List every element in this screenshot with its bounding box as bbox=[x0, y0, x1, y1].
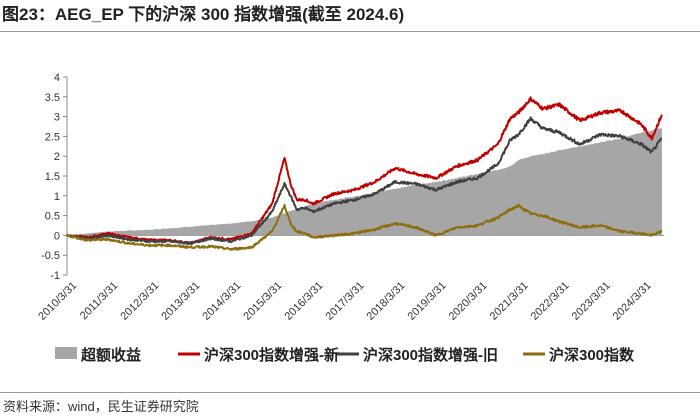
legend-label: 沪深300指数增强-新 bbox=[204, 346, 339, 364]
x-tick-label: 2016/3/31 bbox=[282, 280, 325, 323]
y-tick-label: 0.5 bbox=[45, 211, 60, 223]
x-tick-label: 2017/3/31 bbox=[324, 280, 367, 323]
series-line-enhanced-new bbox=[66, 96, 663, 245]
series-line-enhanced-old bbox=[66, 116, 663, 246]
chart-legend: 超额收益 沪深300指数增强-新 沪深300指数增强-旧 沪深300指数 bbox=[55, 346, 635, 364]
x-tick-label: 2023/3/31 bbox=[570, 280, 613, 323]
source-note: 资料来源：wind，民生证券研究院 bbox=[3, 399, 199, 414]
y-tick-label: -0.5 bbox=[41, 250, 60, 262]
x-tick-label: 2013/3/31 bbox=[159, 280, 202, 323]
series-area-excess bbox=[67, 127, 662, 236]
x-tick-label: 2018/3/31 bbox=[365, 280, 408, 323]
legend-label: 超额收益 bbox=[80, 346, 141, 364]
legend-swatch bbox=[55, 347, 77, 359]
chart: -1 -0.5 0 0.5 1 1.5 2 2.5 3 3.5 4 2010/3/312011/3/3… bbox=[36, 72, 664, 364]
footer-divider bbox=[0, 392, 700, 393]
chart-plot-area bbox=[66, 96, 663, 251]
x-tick-label: 2020/3/31 bbox=[447, 280, 490, 323]
y-tick-label: 3 bbox=[54, 112, 60, 124]
x-tick-label: 2022/3/31 bbox=[529, 280, 572, 323]
title-divider bbox=[0, 31, 700, 32]
y-tick-label: 3.5 bbox=[45, 92, 60, 104]
series-line-index bbox=[66, 203, 663, 251]
legend-item-enhanced-old: 沪深300指数增强-旧 bbox=[337, 346, 498, 364]
y-tick-label: -1 bbox=[50, 270, 60, 282]
x-tick-label: 2014/3/31 bbox=[200, 280, 243, 323]
x-tick-label: 2019/3/31 bbox=[406, 280, 449, 323]
legend-item-index: 沪深300指数 bbox=[523, 346, 635, 364]
x-tick-label: 2021/3/31 bbox=[488, 280, 531, 323]
x-tick-label: 2012/3/31 bbox=[118, 280, 161, 323]
y-tick-label: 1.5 bbox=[45, 171, 60, 183]
x-tick-label: 2024/3/31 bbox=[611, 280, 654, 323]
legend-item-enhanced-new: 沪深300指数增强-新 bbox=[178, 346, 339, 364]
legend-label: 沪深300指数增强-旧 bbox=[363, 346, 498, 364]
x-tick-label: 2015/3/31 bbox=[241, 280, 284, 323]
y-tick-label: 1 bbox=[54, 191, 60, 203]
y-tick-label: 2 bbox=[54, 151, 60, 163]
y-tick-label: 2.5 bbox=[45, 131, 60, 143]
y-tick-label: 0 bbox=[54, 230, 60, 242]
legend-item-excess: 超额收益 bbox=[55, 346, 141, 364]
chart-title: 图23：AEG_EP 下的沪深 300 指数增强(截至 2024.6) bbox=[2, 5, 405, 24]
x-tick-label: 2010/3/31 bbox=[36, 280, 79, 323]
y-tick-label: 4 bbox=[54, 72, 60, 84]
x-tick-label: 2011/3/31 bbox=[78, 280, 121, 323]
legend-label: 沪深300指数 bbox=[549, 346, 635, 364]
